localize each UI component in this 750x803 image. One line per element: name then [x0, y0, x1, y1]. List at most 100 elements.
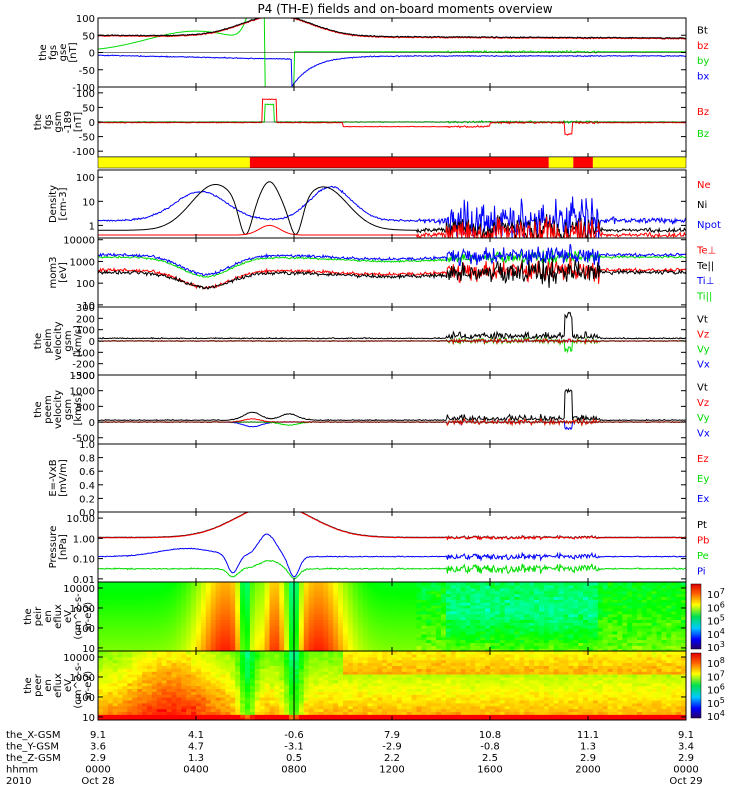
y-axis-label: [km/s]: [73, 325, 84, 357]
legend-entry: Vy: [697, 413, 710, 424]
x-tick-label: 2.9: [678, 753, 694, 764]
y-tick-label: 100: [76, 279, 95, 290]
x-tick-label: -0.8: [480, 742, 500, 753]
x-tick-label: 1600: [477, 765, 502, 776]
figure-title: P4 (TH-E) fields and on-board moments ov…: [257, 2, 552, 16]
y-axis-label: [km/s]: [73, 393, 84, 425]
legend-entry: Npot: [697, 220, 721, 231]
spectrogram-10: [98, 651, 687, 721]
series-Pb: [98, 512, 686, 539]
y-tick-label: -200: [72, 360, 95, 371]
y-tick-label: 1.0: [79, 440, 95, 451]
y-tick-label: 0.8: [79, 454, 95, 465]
legend-entry: Vx: [697, 428, 710, 439]
series-Pt: [98, 512, 686, 539]
x-row-label: the_Y-GSM: [6, 742, 59, 753]
legend-entry: Ti||: [696, 291, 712, 302]
x-tick-label: 3.4: [678, 742, 694, 753]
legend-entry: Pt: [697, 520, 707, 531]
x-tick-label: Oct 29: [669, 776, 702, 787]
y-tick-label: 1000: [70, 257, 95, 268]
legend-entry: Vt: [697, 315, 708, 326]
x-tick-label: 7.9: [384, 730, 400, 741]
y-tick-label: 50: [82, 31, 95, 42]
legend-entry: Te⊥: [696, 246, 716, 257]
legend-entry: by: [697, 56, 709, 67]
y-tick-label: 0: [89, 337, 95, 348]
panel-frame: [98, 444, 686, 512]
y-tick-label: 0.4: [79, 481, 95, 492]
legend-entry: Vx: [697, 360, 710, 371]
x-row-label: the_X-GSM: [6, 730, 60, 741]
mode-bar-segment: [573, 157, 593, 168]
panel-frame: [98, 375, 686, 444]
y-axis-label: [nT]: [73, 112, 84, 132]
legend-entry: Ne: [697, 180, 711, 191]
y-tick-label: 1500: [70, 371, 95, 382]
legend-entry: Pe: [697, 551, 709, 562]
legend-entry: Ti⊥: [696, 276, 714, 287]
x-row-label: hhmm: [6, 765, 38, 776]
mode-bar-segment: [250, 157, 549, 168]
y-axis-label: [eV]: [58, 262, 69, 283]
x-tick-label: 0800: [281, 765, 306, 776]
colorbar-tick-label: 105: [707, 696, 725, 710]
y-tick-label: 10: [82, 713, 95, 724]
x-tick-label: 4.7: [188, 742, 204, 753]
legend-entry: Te||: [696, 261, 714, 272]
y-tick-label: 0.2: [79, 494, 95, 505]
colorbar-tick-label: 107: [707, 587, 725, 601]
colorbar-tick-label: 107: [707, 669, 725, 683]
y-tick-label: 0: [89, 418, 95, 429]
x-tick-label: 9.1: [678, 730, 694, 741]
y-axis-label: [nT]: [68, 42, 79, 62]
y-tick-label: 50: [82, 103, 95, 114]
x-tick-label: 1200: [379, 765, 404, 776]
y-tick-label: 0: [89, 118, 95, 129]
x-tick-label: 11.1: [577, 730, 599, 741]
y-axis-label: [nPa]: [58, 534, 69, 560]
colorbar-tick-label: 105: [707, 614, 725, 628]
legend-entry: Ey: [697, 474, 709, 485]
x-tick-label: 9.1: [90, 730, 106, 741]
y-tick-label: 10: [82, 197, 95, 208]
x-tick-label: 1.3: [580, 742, 596, 753]
x-row-label: 2010: [6, 776, 31, 787]
series-Vt: [98, 312, 686, 338]
y-tick-label: 100: [76, 89, 95, 100]
x-tick-label: 0400: [183, 765, 208, 776]
legend-entry: bx: [697, 71, 709, 82]
x-tick-label: -3.1: [284, 742, 304, 753]
legend-entry: Ez: [697, 454, 709, 465]
y-tick-label: -50: [79, 133, 95, 144]
series-Vx: [98, 419, 686, 429]
series-Bz2: [98, 104, 686, 123]
x-tick-label: 0000: [85, 765, 110, 776]
colorbar-tick-label: 106: [707, 683, 725, 697]
y-tick-label: 0.6: [79, 467, 95, 478]
x-tick-label: 4.1: [188, 730, 204, 741]
y-tick-label: 300: [76, 303, 95, 314]
series-Vt: [98, 390, 686, 421]
y-tick-label: 1.00: [73, 534, 95, 545]
y-tick-label: 10.00: [66, 514, 95, 525]
x-tick-label: 2.5: [482, 753, 498, 764]
legend-entry: Ni: [697, 200, 707, 211]
y-tick-label: 0: [89, 49, 95, 60]
x-row-label: the_Z-GSM: [6, 753, 61, 764]
series-Bz: [98, 99, 686, 135]
colorbar-10: [691, 653, 701, 718]
x-tick-label: 0000: [673, 765, 698, 776]
y-axis-label: sr-eV): [83, 671, 94, 700]
legend-entry: Bz: [697, 129, 709, 140]
panel-frame: [98, 512, 686, 582]
colorbar-tick-label: 104: [707, 627, 725, 641]
legend-entry: Bt: [697, 26, 708, 37]
y-tick-label: 100: [76, 173, 95, 184]
colorbar-tick-label: 108: [707, 656, 725, 670]
y-tick-label: -100: [72, 147, 95, 158]
mode-bar-segment: [593, 157, 686, 168]
x-tick-label: 3.6: [90, 742, 106, 753]
